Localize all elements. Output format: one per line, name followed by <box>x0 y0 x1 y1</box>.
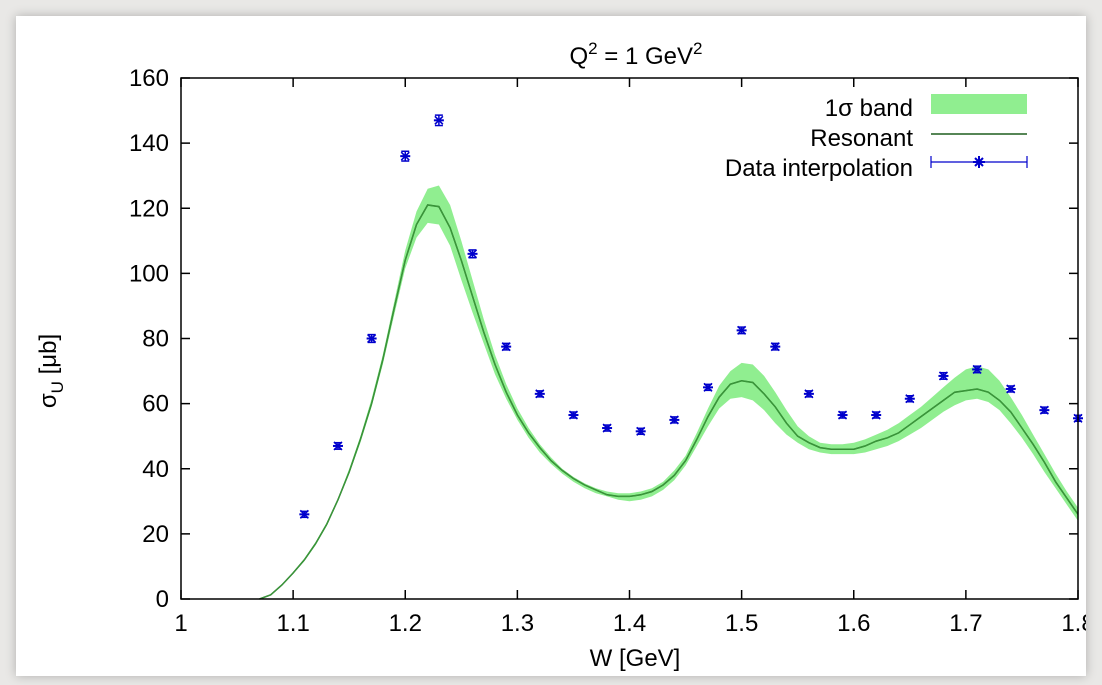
x-tick-label: 1.7 <box>949 610 982 637</box>
data-point <box>972 364 983 375</box>
x-tick-label: 1.2 <box>389 610 422 637</box>
x-axis-title: W [GeV] <box>590 645 681 672</box>
data-point <box>871 410 882 420</box>
legend-label-band: 1σ band <box>825 95 913 122</box>
data-point <box>938 371 949 381</box>
x-axis: 1 1.1 1.2 1.3 1.4 1.5 1.6 1.7 1.8 <box>174 78 1086 637</box>
data-point <box>1005 384 1016 394</box>
x-tick-label: 1 <box>174 610 187 637</box>
data-point <box>467 249 478 259</box>
y-tick-label: 100 <box>129 260 169 287</box>
y-tick-label: 120 <box>129 195 169 222</box>
data-point <box>736 325 747 335</box>
legend-label-resonant: Resonant <box>810 125 913 152</box>
y-tick-label: 60 <box>142 391 169 418</box>
resonant-line-halo <box>259 204 1079 600</box>
data-point <box>904 394 915 404</box>
data-point <box>534 389 545 399</box>
plot-area <box>259 114 1083 600</box>
legend: 1σ band Resonant Data interpolation <box>725 94 1028 182</box>
data-point <box>1039 405 1050 415</box>
x-tick-label: 1.5 <box>725 610 758 637</box>
figure-panel: Q2 = 1 GeV2 1 1.1 1.2 1.3 1.4 1.5 1.6 1.7 1.8 0 2… <box>16 16 1086 676</box>
x-tick-label: 1.6 <box>837 610 870 637</box>
y-tick-label: 140 <box>129 130 169 157</box>
data-point <box>837 410 848 420</box>
y-axis-title: σU [μb] <box>35 334 67 408</box>
data-point <box>669 415 680 425</box>
data-point <box>602 423 613 433</box>
x-tick-label: 1.4 <box>613 610 646 637</box>
data-point <box>635 426 646 436</box>
y-tick-label: 20 <box>142 521 169 548</box>
legend-label-data: Data interpolation <box>725 155 913 182</box>
data-point <box>400 150 411 162</box>
y-tick-label: 0 <box>156 586 169 613</box>
y-axis: 0 20 40 60 80 100 120 140 160 <box>129 65 1078 613</box>
y-tick-label: 80 <box>142 326 169 353</box>
data-point <box>332 441 343 451</box>
data-point <box>568 410 579 420</box>
chart-title: Q2 = 1 GeV2 <box>570 39 703 70</box>
data-point <box>433 114 444 127</box>
data-point <box>366 333 377 344</box>
x-tick-label: 1.1 <box>276 610 309 637</box>
y-tick-label: 160 <box>129 65 169 92</box>
legend-swatch-data <box>930 156 1028 168</box>
y-tick-label: 40 <box>142 456 169 483</box>
data-point <box>803 389 814 399</box>
legend-swatch-band <box>931 94 1027 114</box>
data-point <box>702 382 713 392</box>
data-point <box>501 342 512 352</box>
plot-frame <box>180 77 1079 600</box>
x-tick-label: 1.8 <box>1061 610 1086 637</box>
x-tick-label: 1.3 <box>501 610 534 637</box>
data-point <box>770 342 781 352</box>
data-point <box>299 509 310 519</box>
chart-svg: Q2 = 1 GeV2 1 1.1 1.2 1.3 1.4 1.5 1.6 1.7 1.8 0 2… <box>35 39 1086 672</box>
